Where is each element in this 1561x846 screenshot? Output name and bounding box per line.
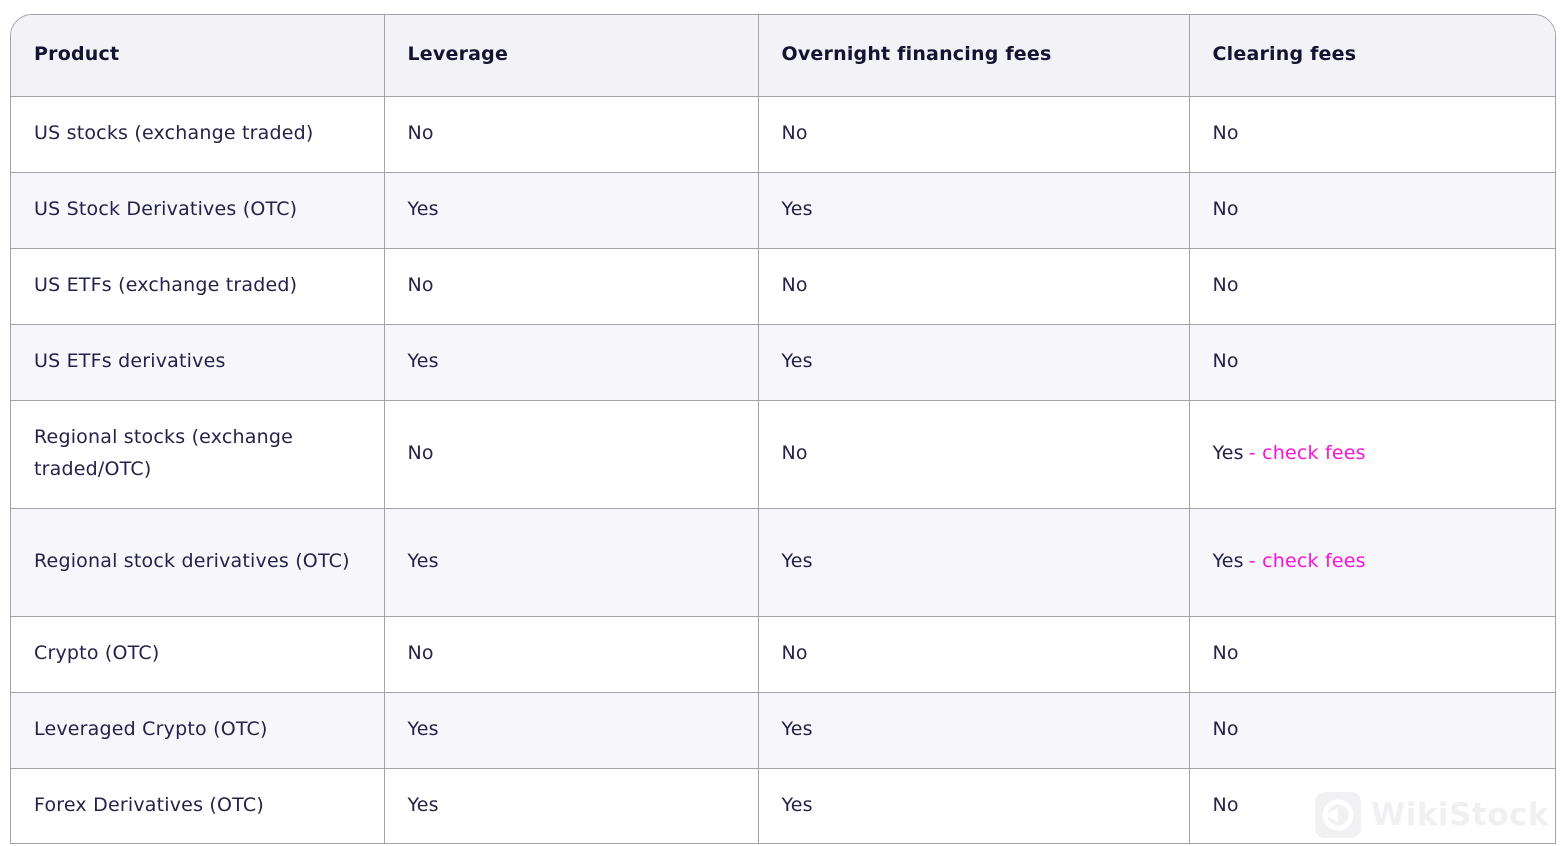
clearing-value: Yes [1212, 442, 1244, 465]
overnight-cell: No [757, 399, 1190, 509]
clearing-cell: No [1188, 171, 1555, 249]
overnight-cell: No [757, 615, 1190, 693]
leverage-cell: No [383, 615, 759, 693]
product-cell: Leveraged Crypto (OTC) [11, 691, 385, 769]
clearing-cell: No [1188, 323, 1555, 401]
leverage-cell: Yes [383, 507, 759, 617]
overnight-cell: Yes [757, 691, 1190, 769]
check-fees-link[interactable]: - check fees [1248, 550, 1366, 573]
clearing-value: Yes [1212, 550, 1244, 573]
table-row: US Stock Derivatives (OTC) Yes Yes No [11, 171, 1555, 249]
clearing-cell: No [1188, 247, 1555, 325]
check-fees-link[interactable]: - check fees [1248, 442, 1366, 465]
product-cell: Regional stocks (exchange traded/OTC) [11, 399, 385, 509]
overnight-cell: No [757, 247, 1190, 325]
leverage-cell: Yes [383, 767, 759, 843]
table-row: Leveraged Crypto (OTC) Yes Yes No [11, 691, 1555, 769]
header-clearing-fees: Clearing fees [1188, 15, 1555, 97]
product-cell: Forex Derivatives (OTC) [11, 767, 385, 843]
overnight-cell: Yes [757, 507, 1190, 617]
clearing-cell: No [1188, 95, 1555, 173]
header-overnight-fees: Overnight financing fees [757, 15, 1190, 97]
leverage-cell: Yes [383, 691, 759, 769]
table-row: US ETFs derivatives Yes Yes No [11, 323, 1555, 401]
product-cell: US ETFs derivatives [11, 323, 385, 401]
product-cell: US Stock Derivatives (OTC) [11, 171, 385, 249]
fees-table: Product Leverage Overnight financing fee… [11, 15, 1555, 843]
clearing-cell: No [1188, 691, 1555, 769]
header-product: Product [11, 15, 385, 97]
fees-table-container: Product Leverage Overnight financing fee… [10, 14, 1556, 844]
clearing-cell: Yes - check fees [1188, 507, 1555, 617]
clearing-cell: Yes - check fees [1188, 399, 1555, 509]
table-row: Regional stocks (exchange traded/OTC) No… [11, 399, 1555, 509]
leverage-cell: No [383, 95, 759, 173]
table-row: US stocks (exchange traded) No No No [11, 95, 1555, 173]
header-leverage: Leverage [383, 15, 759, 97]
product-cell: US stocks (exchange traded) [11, 95, 385, 173]
leverage-cell: No [383, 399, 759, 509]
table-row: US ETFs (exchange traded) No No No [11, 247, 1555, 325]
product-cell: US ETFs (exchange traded) [11, 247, 385, 325]
overnight-cell: Yes [757, 767, 1190, 843]
leverage-cell: Yes [383, 171, 759, 249]
leverage-cell: Yes [383, 323, 759, 401]
header-row: Product Leverage Overnight financing fee… [11, 15, 1555, 97]
clearing-cell: No [1188, 615, 1555, 693]
table-row: Forex Derivatives (OTC) Yes Yes No [11, 767, 1555, 843]
overnight-cell: No [757, 95, 1190, 173]
overnight-cell: Yes [757, 171, 1190, 249]
leverage-cell: No [383, 247, 759, 325]
overnight-cell: Yes [757, 323, 1190, 401]
table-row: Crypto (OTC) No No No [11, 615, 1555, 693]
product-cell: Crypto (OTC) [11, 615, 385, 693]
product-cell: Regional stock derivatives (OTC) [11, 507, 385, 617]
table-row: Regional stock derivatives (OTC) Yes Yes… [11, 507, 1555, 617]
clearing-cell: No [1188, 767, 1555, 843]
